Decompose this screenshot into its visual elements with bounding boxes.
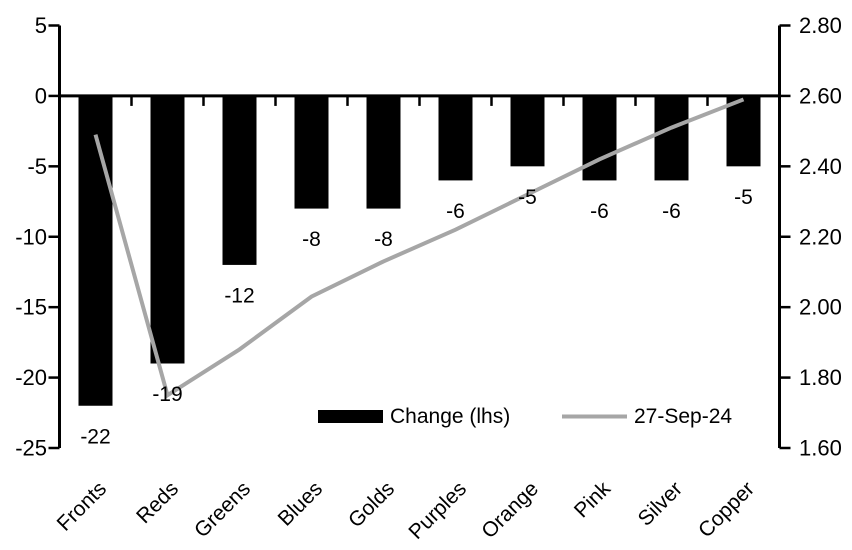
left-axis-tick-label: 0 xyxy=(35,83,47,108)
bar-value-label: -5 xyxy=(734,186,753,209)
bar-value-label: -19 xyxy=(152,383,182,406)
category-label-fronts: Fronts xyxy=(53,477,111,535)
right-axis-tick-label: 2.80 xyxy=(799,13,842,38)
bar-orange xyxy=(510,95,545,167)
right-axis-tick-label: 2.20 xyxy=(799,224,842,249)
bar-value-label: -8 xyxy=(374,228,393,251)
bar-purples xyxy=(438,95,473,181)
category-label-purples: Purples xyxy=(404,477,471,544)
bar-pink xyxy=(582,95,617,181)
right-axis-tick-label: 1.60 xyxy=(799,436,842,461)
bar-value-label: -6 xyxy=(446,200,465,223)
bar-golds xyxy=(366,95,401,209)
category-label-orange: Orange xyxy=(477,477,543,543)
category-label-silver: Silver xyxy=(634,477,687,530)
category-label-pink: Pink xyxy=(570,477,616,523)
right-axis-tick-label: 2.40 xyxy=(799,154,842,179)
category-label-copper: Copper xyxy=(694,477,759,542)
bar-blues xyxy=(294,95,329,209)
bar-reds xyxy=(150,95,185,364)
bar-value-label: -22 xyxy=(80,425,110,448)
left-axis-tick-label: -25 xyxy=(15,436,47,461)
bar-value-label: -6 xyxy=(590,200,609,223)
bar-silver xyxy=(654,95,689,181)
bar-fronts xyxy=(78,95,113,406)
right-axis-tick-label: 2.00 xyxy=(799,295,842,320)
category-label-reds: Reds xyxy=(132,477,183,528)
left-axis-tick-label: -20 xyxy=(15,365,47,390)
legend-label-change-lhs: Change (lhs) xyxy=(390,405,510,428)
left-axis-tick-label: -10 xyxy=(15,224,47,249)
right-axis-tick-label: 1.80 xyxy=(799,365,842,390)
bar-value-label: -6 xyxy=(662,200,681,223)
bar-greens xyxy=(222,95,257,265)
legend-label-27-sep-24: 27-Sep-24 xyxy=(634,405,732,428)
left-axis-tick-label: 5 xyxy=(35,13,47,38)
bar-value-label: -8 xyxy=(302,228,321,251)
legend-bar-swatch xyxy=(318,410,383,423)
line-series-27-sep-24 xyxy=(93,97,745,399)
right-axis-tick-label: 2.60 xyxy=(799,83,842,108)
category-label-golds: Golds xyxy=(344,477,399,532)
bar-copper xyxy=(726,95,761,167)
category-label-blues: Blues xyxy=(274,477,327,530)
left-axis-tick-label: -15 xyxy=(15,295,47,320)
category-label-greens: Greens xyxy=(190,477,255,542)
bar-value-label: -12 xyxy=(224,284,254,307)
bar-value-label: -5 xyxy=(518,186,537,209)
left-axis-tick-label: -5 xyxy=(27,154,47,179)
